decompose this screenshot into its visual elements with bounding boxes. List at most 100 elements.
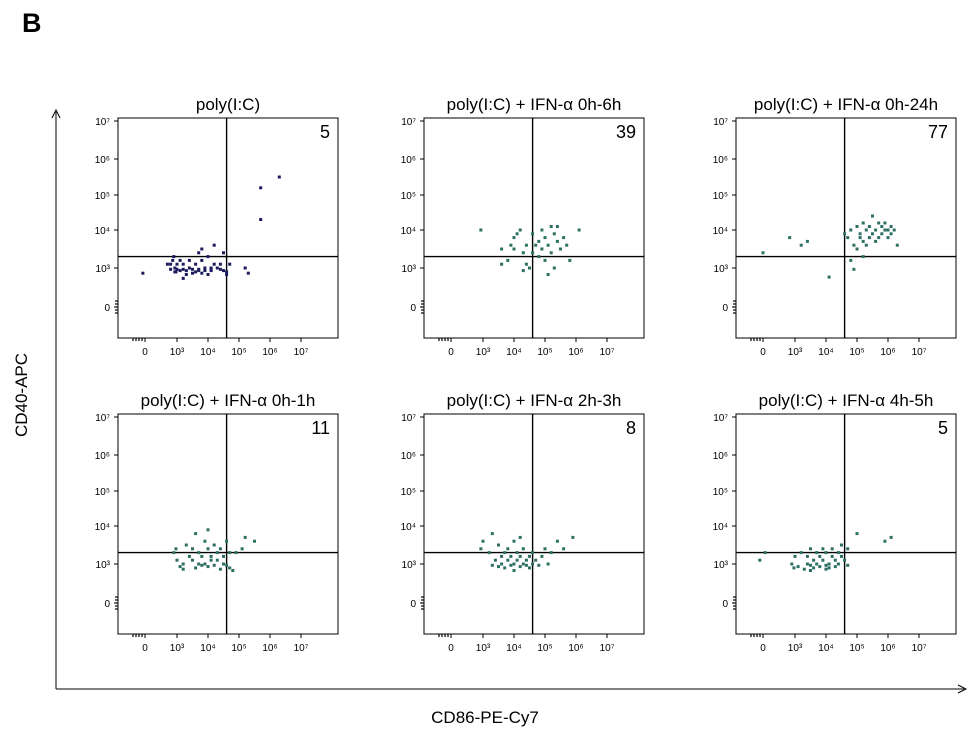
data-point [836,562,840,566]
data-point [222,554,225,558]
y-tick-label: 10⁴ [713,226,728,237]
x-tick-label: 10⁷ [912,643,927,654]
data-point [812,558,816,562]
y-tick-label: 10⁶ [95,451,110,462]
panel-title: poly(I:C) + IFN-α 4h-5h [759,391,934,410]
data-point [792,566,796,570]
data-point [534,243,538,247]
panel-title: poly(I:C) + IFN-α 0h-24h [754,95,938,114]
data-point [521,251,525,255]
data-point [487,551,491,555]
data-point [867,225,871,228]
data-point [197,551,201,555]
data-point [218,567,222,571]
data-point [215,266,219,270]
data-point [895,243,899,247]
scatter-panel-3: poly(I:C) + IFN-α 0h-24h 0 10³ 10⁴ 10⁵ 10⁶ 10⁷… [713,95,957,358]
data-point [194,566,198,570]
data-point [818,554,822,558]
data-point [228,262,232,266]
data-point [552,232,556,236]
data-point [206,547,210,551]
scatter-panel-4: poly(I:C) + IFN-α 0h-1h 0 10³ 10⁴ 10⁵ 10⁶ 10⁷ 0… [95,391,339,654]
data-point [805,554,809,558]
plot-frame [117,117,339,339]
x-tick-label: 10⁵ [849,347,864,358]
data-point [503,566,507,570]
data-point [225,539,229,543]
x-tick-label: 0 [760,347,766,358]
data-point [815,551,819,555]
data-point [231,569,235,572]
data-point [549,225,553,228]
data-point [191,547,194,551]
data-point [206,528,210,532]
data-point [181,267,185,271]
data-point [165,262,169,266]
y-tick-label: 10³ [96,560,111,571]
data-point [861,255,865,259]
data-point [871,232,874,236]
data-point [215,551,219,555]
data-point [509,563,513,567]
y-tick-label: 10⁷ [401,413,416,424]
data-point [524,563,528,567]
data-point [203,269,207,273]
data-point [793,554,797,558]
data-point [562,547,566,551]
data-point [228,566,232,570]
data-point [243,266,247,270]
data-point [555,539,559,543]
data-point [849,228,853,232]
data-point [181,276,185,280]
data-point [500,247,504,251]
data-point [540,247,544,251]
y-tick-label: 10³ [96,264,111,275]
data-point [175,262,179,266]
y-tick-label: 10⁵ [401,191,416,202]
data-point [191,271,194,275]
data-point [212,543,216,547]
data-point [892,228,896,232]
x-tick-label: 10⁷ [912,347,927,358]
y-tick-label: 10⁵ [401,487,416,498]
x-tick-label: 10⁶ [568,643,583,654]
data-point [855,225,859,228]
data-point [809,569,812,572]
quadrant-percentage: 77 [928,122,948,142]
data-point [809,563,812,567]
data-point [824,563,828,567]
data-point [203,266,207,270]
data-point [206,273,210,276]
data-point [867,236,871,240]
y-tick-label: 0 [410,599,416,610]
data-point [479,547,483,551]
y-tick-label: 10⁶ [401,451,416,462]
data-point [812,566,816,570]
data-point [222,269,225,273]
data-point [883,221,887,225]
panel-letter: B [22,8,42,38]
data-point [490,563,494,567]
quadrant-percentage: 11 [311,418,330,438]
data-point [883,228,887,232]
x-tick-label: 10⁴ [506,643,521,654]
data-point [889,232,893,236]
data-point [821,558,825,562]
data-point [500,554,504,558]
data-point [515,558,519,562]
data-point [846,563,850,567]
data-point [824,551,828,555]
x-tick-label: 10⁴ [818,347,833,358]
x-tick-label: 10⁵ [231,347,246,358]
y-tick-label: 0 [722,599,728,610]
data-point [830,547,834,551]
data-point [562,236,566,240]
x-tick-label: 10³ [170,643,185,654]
data-point [518,554,522,558]
data-point [846,236,850,240]
data-point [877,236,881,240]
x-tick-label: 10⁴ [506,347,521,358]
data-point [181,262,185,266]
data-point [225,270,229,274]
